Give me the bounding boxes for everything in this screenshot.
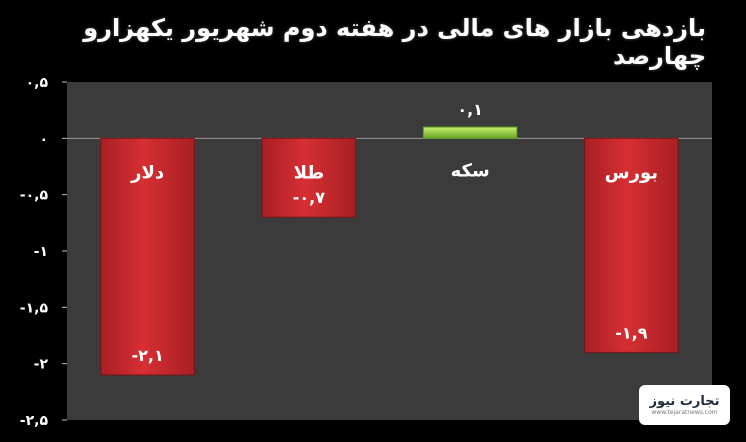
value-label: -۲,۱ xyxy=(132,346,164,365)
category-label: بورس xyxy=(605,162,658,183)
category-label: سکه xyxy=(451,160,490,181)
y-tick-label: -۱,۵ xyxy=(20,300,49,316)
y-tick-label: ۰ xyxy=(39,131,48,147)
bar xyxy=(584,137,679,353)
logo-text: تجارت نیوز xyxy=(649,394,720,409)
brand-logo: تجارت نیوز www.tejaratnews.com xyxy=(639,385,730,425)
value-label: -۱,۹ xyxy=(615,323,647,342)
category-label: طلا xyxy=(294,162,325,183)
bar xyxy=(261,137,357,218)
bar xyxy=(100,137,195,376)
y-tick-label: ۰,۵ xyxy=(26,75,49,91)
value-label: ۰,۱ xyxy=(457,100,483,119)
y-tick-label: -۰,۵ xyxy=(20,188,49,204)
chart-title: بازدهی بازار های مالی در هفته دوم شهریور… xyxy=(83,14,706,70)
category-label: دلار xyxy=(130,162,164,183)
bar xyxy=(422,126,518,139)
logo-url: www.tejaratnews.com xyxy=(651,409,718,416)
y-tick-label: -۱ xyxy=(34,244,48,260)
value-label: -۰,۷ xyxy=(293,188,325,207)
y-tick-label: -۲,۵ xyxy=(20,413,49,429)
y-tick-label: -۲ xyxy=(34,357,49,373)
